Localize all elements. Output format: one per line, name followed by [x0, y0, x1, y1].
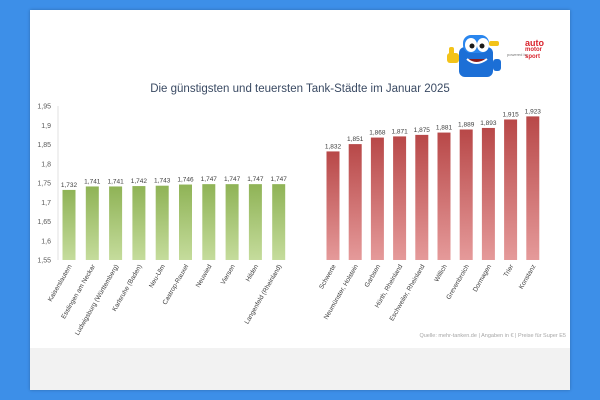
y-tick-label: 1,8: [41, 161, 51, 168]
bar-value-label: 1,741: [107, 178, 124, 185]
bar: [504, 119, 518, 260]
auto-motor-sport-logo: auto motor sport: [525, 38, 561, 62]
bar: [225, 184, 239, 260]
bar-value-label: 1,915: [502, 111, 519, 118]
y-axis-ticks: 1,55 1,6 1,65 1,7 1,75 1,8 1,85 1,9 1,95: [37, 104, 51, 265]
logo-word-auto: auto: [525, 38, 544, 48]
bar: [370, 137, 384, 260]
powered-by-label: powered by: [507, 52, 528, 57]
bar: [85, 186, 99, 260]
bar: [202, 184, 216, 260]
bar: [348, 144, 362, 260]
bar-value-label: 1,747: [224, 176, 241, 183]
bar: [415, 134, 429, 260]
bar-value-label: 1,732: [61, 182, 78, 189]
bar-value-label: 1,868: [369, 130, 386, 137]
category-label: Ludwigsburg (Württemberg): [74, 264, 120, 337]
bar-value-label: 1,746: [177, 177, 194, 184]
category-label: Dormagen: [472, 263, 493, 293]
bar-value-label: 1,923: [525, 108, 542, 115]
y-tick-label: 1,85: [37, 142, 51, 149]
category-label: Garbsen: [364, 263, 383, 288]
y-tick-label: 1,6: [41, 238, 51, 245]
bar: [155, 185, 169, 260]
category-label: Viersen: [220, 263, 237, 286]
chart-area: Die günstigsten und teuersten Tank-Städt…: [37, 83, 566, 339]
branding: powered by auto motor sport: [443, 27, 563, 85]
bar: [526, 116, 540, 261]
bar: [109, 186, 123, 260]
bar: [437, 132, 451, 260]
category-label: Hilden: [245, 263, 260, 283]
bar: [272, 184, 286, 260]
bar-value-label: 1,742: [131, 178, 148, 185]
bar-value-label: 1,889: [458, 121, 475, 128]
y-tick-label: 1,65: [37, 219, 51, 226]
category-label: Schwerte: [318, 263, 338, 290]
category-label: Castrop-Rauxel: [162, 263, 191, 306]
y-tick-label: 1,75: [37, 181, 51, 188]
category-label: Trier: [503, 263, 516, 279]
bar-value-label: 1,741: [84, 178, 101, 185]
category-label: Konstanz: [518, 264, 538, 291]
chart-title: Die günstigsten und teuersten Tank-Städt…: [150, 83, 450, 95]
bar: [132, 186, 146, 260]
y-tick-label: 1,7: [41, 200, 51, 207]
logo-word-sport: sport: [525, 54, 540, 60]
category-label: Kaiserslautern: [47, 263, 74, 303]
y-tick-label: 1,95: [37, 104, 51, 111]
bar-value-label: 1,743: [154, 178, 171, 185]
mascot-icon: [447, 35, 501, 77]
bar-value-label: 1,851: [347, 136, 364, 143]
bar: [459, 129, 473, 260]
source-note: Quelle: mehr-tanken.de | Angaben in € | …: [419, 333, 566, 339]
bar-value-label: 1,893: [480, 120, 497, 127]
bar-value-label: 1,747: [247, 176, 264, 183]
bar: [481, 127, 495, 260]
bar-value-label: 1,871: [391, 128, 408, 135]
footer-strip: [30, 348, 570, 390]
y-tick-label: 1,55: [37, 258, 51, 265]
bar: [393, 136, 407, 260]
bar-value-label: 1,747: [201, 176, 218, 183]
bar-value-label: 1,881: [436, 125, 453, 132]
bar: [62, 189, 76, 260]
bar-value-label: 1,832: [325, 143, 342, 150]
bar: [179, 184, 192, 260]
y-tick-label: 1,9: [41, 123, 51, 130]
category-label: Neuwied: [195, 263, 214, 289]
bar-value-label: 1,875: [414, 127, 431, 134]
category-label: Willich: [433, 263, 449, 283]
category-label: Neu-Ulm: [148, 264, 167, 290]
category-label: Grevenbroich: [445, 263, 471, 301]
bar: [248, 184, 262, 260]
bar-value-label: 1,747: [271, 176, 288, 183]
chart-card: Die günstigsten und teuersten Tank-Städt…: [30, 10, 570, 390]
bar: [326, 151, 340, 260]
logo-word-motor: motor: [525, 47, 542, 53]
